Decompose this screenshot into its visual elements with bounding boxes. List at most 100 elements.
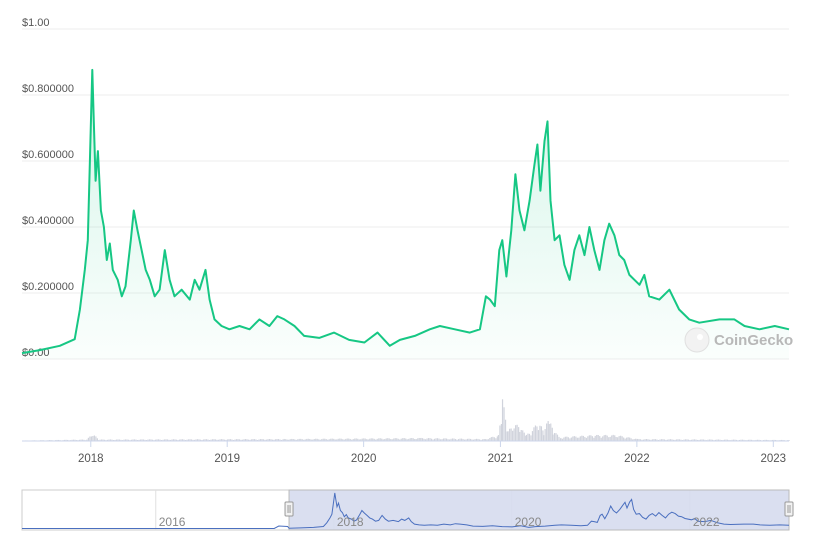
volume-bar: [232, 439, 235, 441]
price-line[interactable]: [21, 68, 790, 355]
volume-bar: [662, 439, 664, 441]
volume-bar: [450, 438, 452, 441]
volume-bar: [439, 439, 442, 441]
navigator-tick-label: 2016: [159, 515, 186, 529]
volume-bar: [581, 435, 583, 441]
volume-bar: [624, 438, 626, 441]
volume-bar: [765, 439, 768, 441]
volume-bar: [518, 427, 520, 441]
navigator-handle[interactable]: [784, 501, 794, 517]
x-tick-label: 2022: [624, 453, 650, 465]
volume-bar: [684, 439, 687, 441]
volume-bar: [704, 439, 706, 441]
volume-bar: [363, 438, 365, 441]
volume-bar: [578, 437, 580, 441]
volume-bar: [534, 425, 537, 441]
volume-bar: [361, 438, 363, 441]
x-tick-label: 2020: [351, 453, 377, 465]
volume-bar: [512, 430, 514, 441]
volume-bar: [418, 437, 420, 441]
volume-bar: [403, 438, 405, 441]
volume-bar: [726, 439, 729, 441]
volume-bar: [156, 439, 158, 441]
volume-bar: [111, 439, 113, 441]
volume-bar: [513, 428, 515, 441]
volume-bar: [144, 439, 146, 441]
x-tick-label: 2023: [761, 453, 787, 465]
volume-bar: [573, 436, 575, 441]
volume-bar: [474, 439, 476, 441]
volume-bar: [660, 439, 663, 441]
volume-bar: [166, 439, 169, 441]
volume-bar: [579, 436, 581, 441]
volume-bar: [65, 439, 67, 441]
volume-bar: [432, 439, 434, 441]
volume-bar: [651, 439, 654, 441]
volume-bar: [611, 435, 613, 441]
volume-bar: [597, 435, 599, 441]
volume-bar: [340, 438, 342, 441]
volume-bar: [133, 439, 136, 441]
volume-bar: [352, 439, 354, 441]
volume-bar: [636, 439, 639, 441]
volume-bar: [638, 438, 640, 441]
volume-bar: [563, 437, 565, 441]
volume-bar: [553, 433, 556, 441]
volume-bar: [427, 438, 430, 441]
volume-bar: [453, 438, 455, 441]
volume-bar: [448, 439, 451, 441]
volume-bar: [430, 438, 433, 441]
volume-bar: [621, 436, 623, 441]
volume-bar: [758, 439, 760, 441]
volume-bar: [243, 439, 245, 441]
volume-bar: [433, 438, 436, 441]
volume-bar: [477, 438, 479, 441]
volume-bar: [154, 439, 157, 441]
volume-bar: [441, 439, 443, 441]
volume-bar: [67, 439, 69, 441]
navigator-line: [22, 492, 790, 529]
volume-bar: [345, 438, 347, 441]
volume-bar: [472, 439, 475, 441]
volume-bar: [614, 435, 616, 441]
volume-bar: [330, 438, 332, 441]
volume-bar: [406, 439, 408, 441]
volume-bar: [222, 439, 224, 441]
volume-bar: [478, 439, 481, 441]
volume-bar: [677, 439, 679, 441]
volume-bar: [484, 439, 486, 441]
price-area: [22, 69, 789, 360]
volume-bar: [454, 439, 457, 441]
volume-bar: [199, 439, 202, 441]
volume-bar: [378, 438, 380, 441]
volume-bar: [528, 433, 531, 441]
volume-bar: [388, 438, 390, 441]
volume-bar: [626, 437, 628, 441]
volume-bar: [774, 439, 777, 441]
volume-bar: [261, 439, 263, 441]
volume-bar: [471, 439, 473, 441]
volume-bar: [506, 431, 508, 441]
volume-bar: [442, 438, 445, 441]
volume-bar: [381, 438, 383, 441]
volume-bar: [666, 439, 669, 441]
volume-bar: [773, 439, 775, 441]
volume-bar: [723, 439, 726, 441]
navigator-selection[interactable]: [288, 489, 790, 531]
volume-bar: [402, 438, 404, 441]
navigator-handle[interactable]: [284, 501, 294, 517]
volume-bar: [234, 439, 236, 441]
volume-bar: [644, 439, 646, 441]
volume-bar: [172, 439, 175, 441]
volume-bar: [509, 428, 511, 441]
volume-bar: [717, 439, 720, 441]
volume-bar: [551, 427, 553, 441]
volume-bar: [282, 439, 284, 441]
volume-bar: [288, 439, 290, 441]
volume-bar: [701, 439, 703, 441]
volume-bar: [64, 439, 66, 441]
volume-bar: [749, 439, 751, 441]
navigator[interactable]: 2016 2018 2020 2022: [21, 489, 794, 531]
volume-bar: [489, 438, 491, 441]
